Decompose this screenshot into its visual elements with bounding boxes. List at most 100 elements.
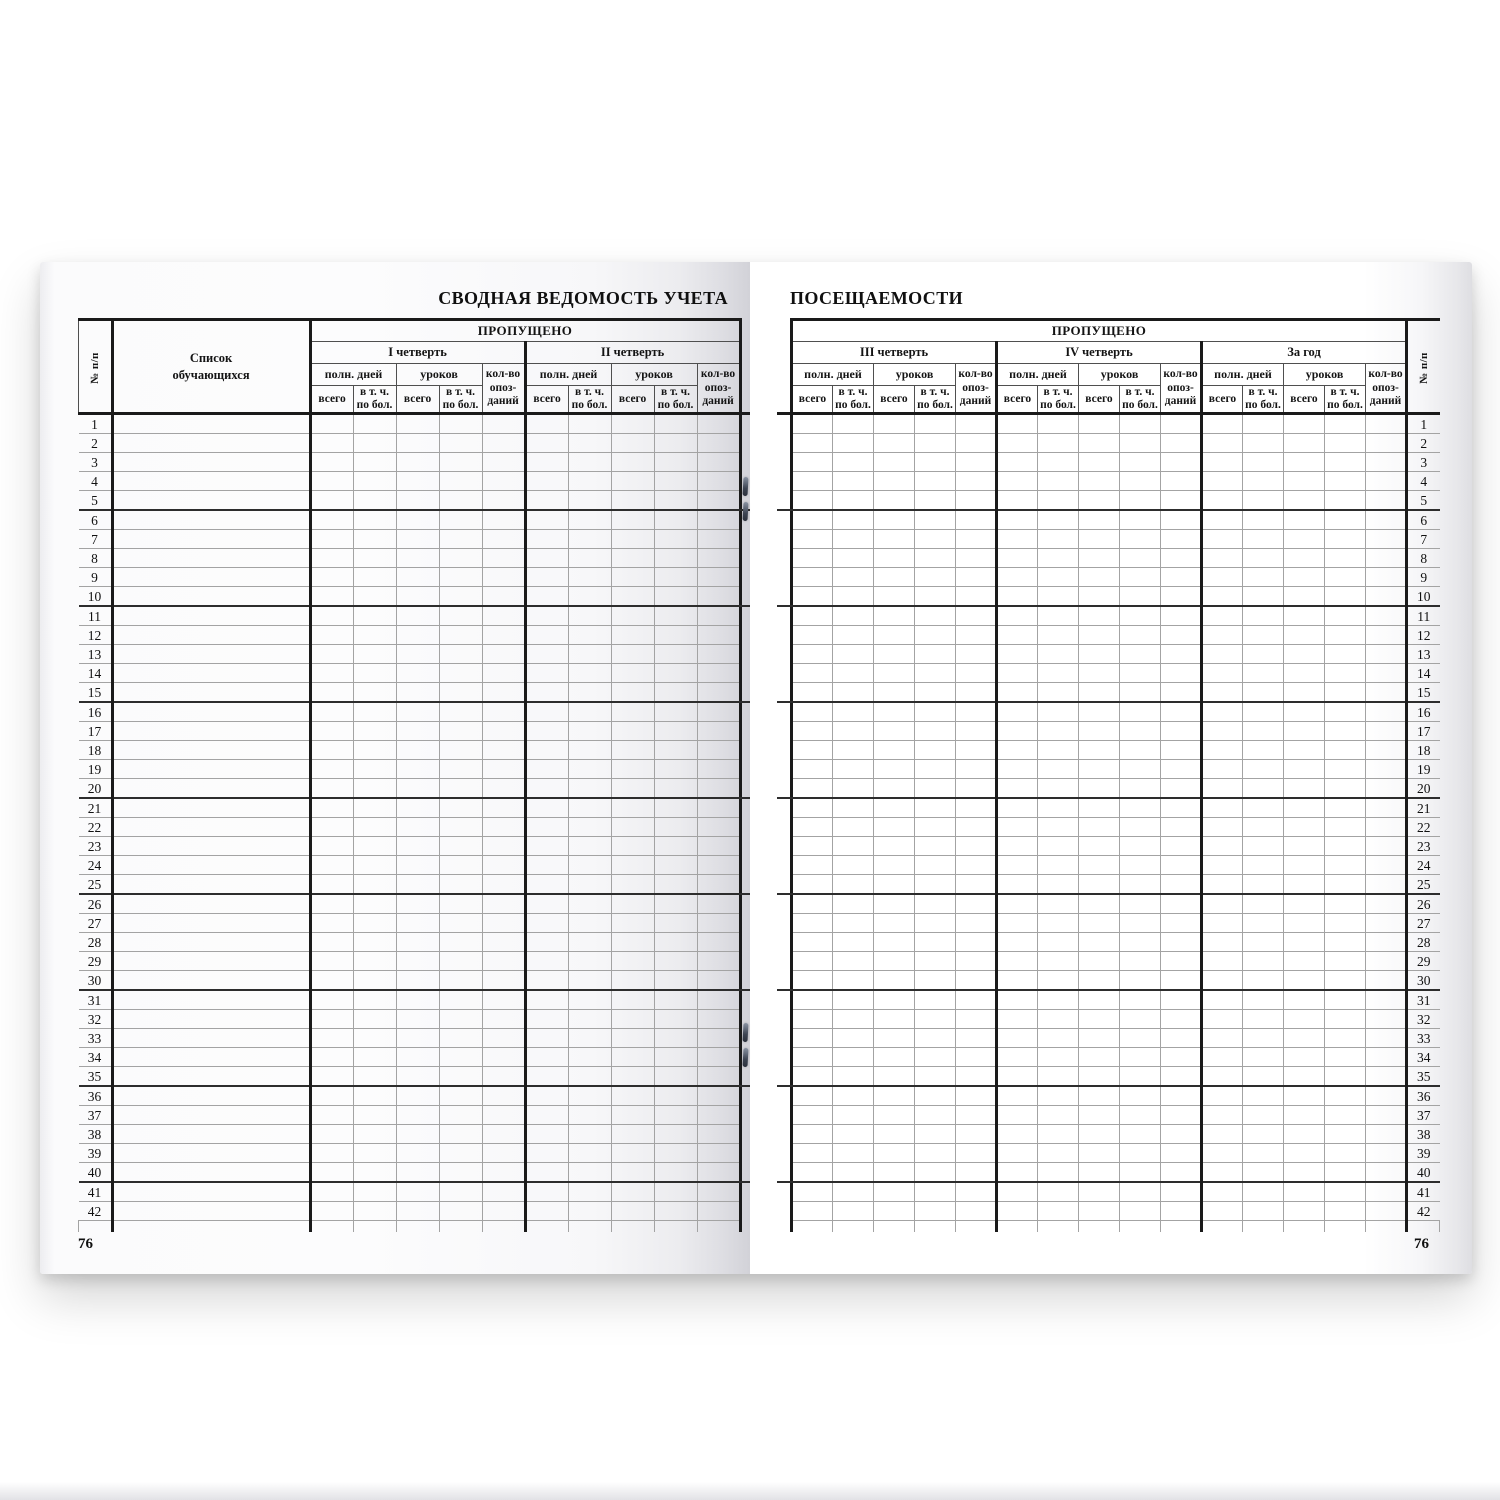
grid-cell (309, 433, 354, 454)
row-number-column-label: № п/п (88, 351, 101, 384)
grid-cell (309, 1009, 354, 1030)
grid-cell (873, 1009, 915, 1030)
student-name-cell (110, 471, 312, 492)
grid-cell (996, 778, 1038, 800)
grid-cell (914, 1105, 956, 1126)
grid-cell (1119, 529, 1161, 550)
grid-cell (481, 778, 527, 800)
grid-cell (653, 644, 698, 665)
total-header: всего (524, 384, 569, 415)
grid-cell (1160, 1066, 1203, 1088)
grid-cell (481, 625, 527, 646)
row-number-cell: 42 (78, 1201, 113, 1222)
grid-cell (1078, 413, 1120, 435)
grid-cell (1324, 1009, 1366, 1030)
grid-cell (524, 1047, 569, 1068)
table-row: 35 (778, 1066, 1440, 1088)
grid-cell (438, 682, 483, 704)
grid-cell (996, 817, 1038, 838)
grid-cell (873, 951, 915, 972)
grid-cell (790, 567, 833, 588)
grid-cell (914, 1066, 956, 1088)
grid-cell (524, 797, 569, 819)
grid-extension-cell (696, 1220, 742, 1233)
row-number-column-header: № п/п (78, 317, 113, 415)
grid-cell (1324, 951, 1366, 972)
table-row: 2 (790, 433, 1440, 454)
lateness-header: кол-во опоз-даний (1160, 362, 1203, 415)
grid-cell (567, 625, 612, 646)
grid-cell (1037, 913, 1079, 934)
grid-cell (1324, 663, 1366, 684)
grid-cell (1119, 1105, 1161, 1126)
grid-cell (481, 836, 527, 857)
student-name-cell (110, 855, 312, 876)
grid-cell (696, 1181, 742, 1203)
grid-cell (481, 970, 527, 992)
row-number-cell: 14 (1406, 663, 1440, 684)
grid-cell (481, 682, 527, 704)
grid-cell (1242, 1143, 1284, 1164)
grid-cell (309, 970, 354, 992)
grid-cell (481, 1162, 527, 1184)
grid-cell (481, 548, 527, 569)
grid-cell (1160, 1028, 1203, 1049)
grid-cell (914, 452, 956, 473)
grid-cell (1201, 874, 1243, 896)
grid-extension-cell (1405, 1220, 1441, 1233)
grid-cell (524, 644, 569, 665)
student-name-cell (110, 567, 312, 588)
grid-cell (653, 413, 698, 435)
student-name-cell (110, 989, 312, 1011)
grid-cell (696, 605, 742, 627)
grid-cell (1037, 1162, 1079, 1184)
grid-cell (955, 625, 998, 646)
grid-cell (567, 740, 612, 761)
grid-cell (832, 951, 874, 972)
grid-cell (1365, 893, 1408, 915)
grid-cell (1119, 490, 1161, 512)
grid-cell (524, 1143, 569, 1164)
grid-cell (567, 663, 612, 684)
student-name-cell (110, 1047, 312, 1068)
grid-cell (438, 740, 483, 761)
grid-cell (1119, 1181, 1161, 1203)
grid-cell (653, 1009, 698, 1030)
student-name-cell (110, 644, 312, 665)
grid-cell (481, 586, 527, 608)
grid-cell (438, 1066, 483, 1088)
grid-cell (996, 682, 1038, 704)
grid-cell (955, 605, 998, 627)
grid-cell (1365, 721, 1408, 742)
grid-cell (1283, 509, 1325, 531)
missed-header: ПРОПУЩЕНО (790, 318, 1408, 342)
grid-cell (1160, 1105, 1203, 1126)
grid-cell (1283, 989, 1325, 1011)
grid-cell (653, 759, 698, 780)
left-page: СВОДНАЯ ВЕДОМОСТЬ УЧЕТА № п/п Список обуча… (40, 262, 756, 1274)
grid-cell (1242, 932, 1284, 953)
table-row: 41 (78, 1181, 742, 1203)
grid-cell (395, 721, 440, 742)
row-number-cell: 33 (1406, 1028, 1440, 1049)
grid-cell (996, 970, 1038, 992)
grid-cell (1201, 1085, 1243, 1107)
grid-cell (1160, 913, 1203, 934)
grid-cell (790, 855, 833, 876)
grid-cell (610, 509, 655, 531)
grid-cell (438, 1047, 483, 1068)
grid-cell (790, 1124, 833, 1145)
grid-cell (955, 567, 998, 588)
grid-extension-cell (610, 1220, 655, 1233)
grid-cell (610, 567, 655, 588)
grid-cell (1365, 471, 1408, 492)
student-name-cell (110, 970, 312, 992)
table-row: 40 (78, 1162, 756, 1184)
grid-cell (524, 951, 569, 972)
table-row: 4 (790, 471, 1440, 492)
table-row: 27 (78, 913, 742, 934)
grid-cell (610, 989, 655, 1011)
grid-cell (438, 644, 483, 665)
grid-cell (955, 701, 998, 723)
row-number-cell: 28 (78, 932, 113, 953)
